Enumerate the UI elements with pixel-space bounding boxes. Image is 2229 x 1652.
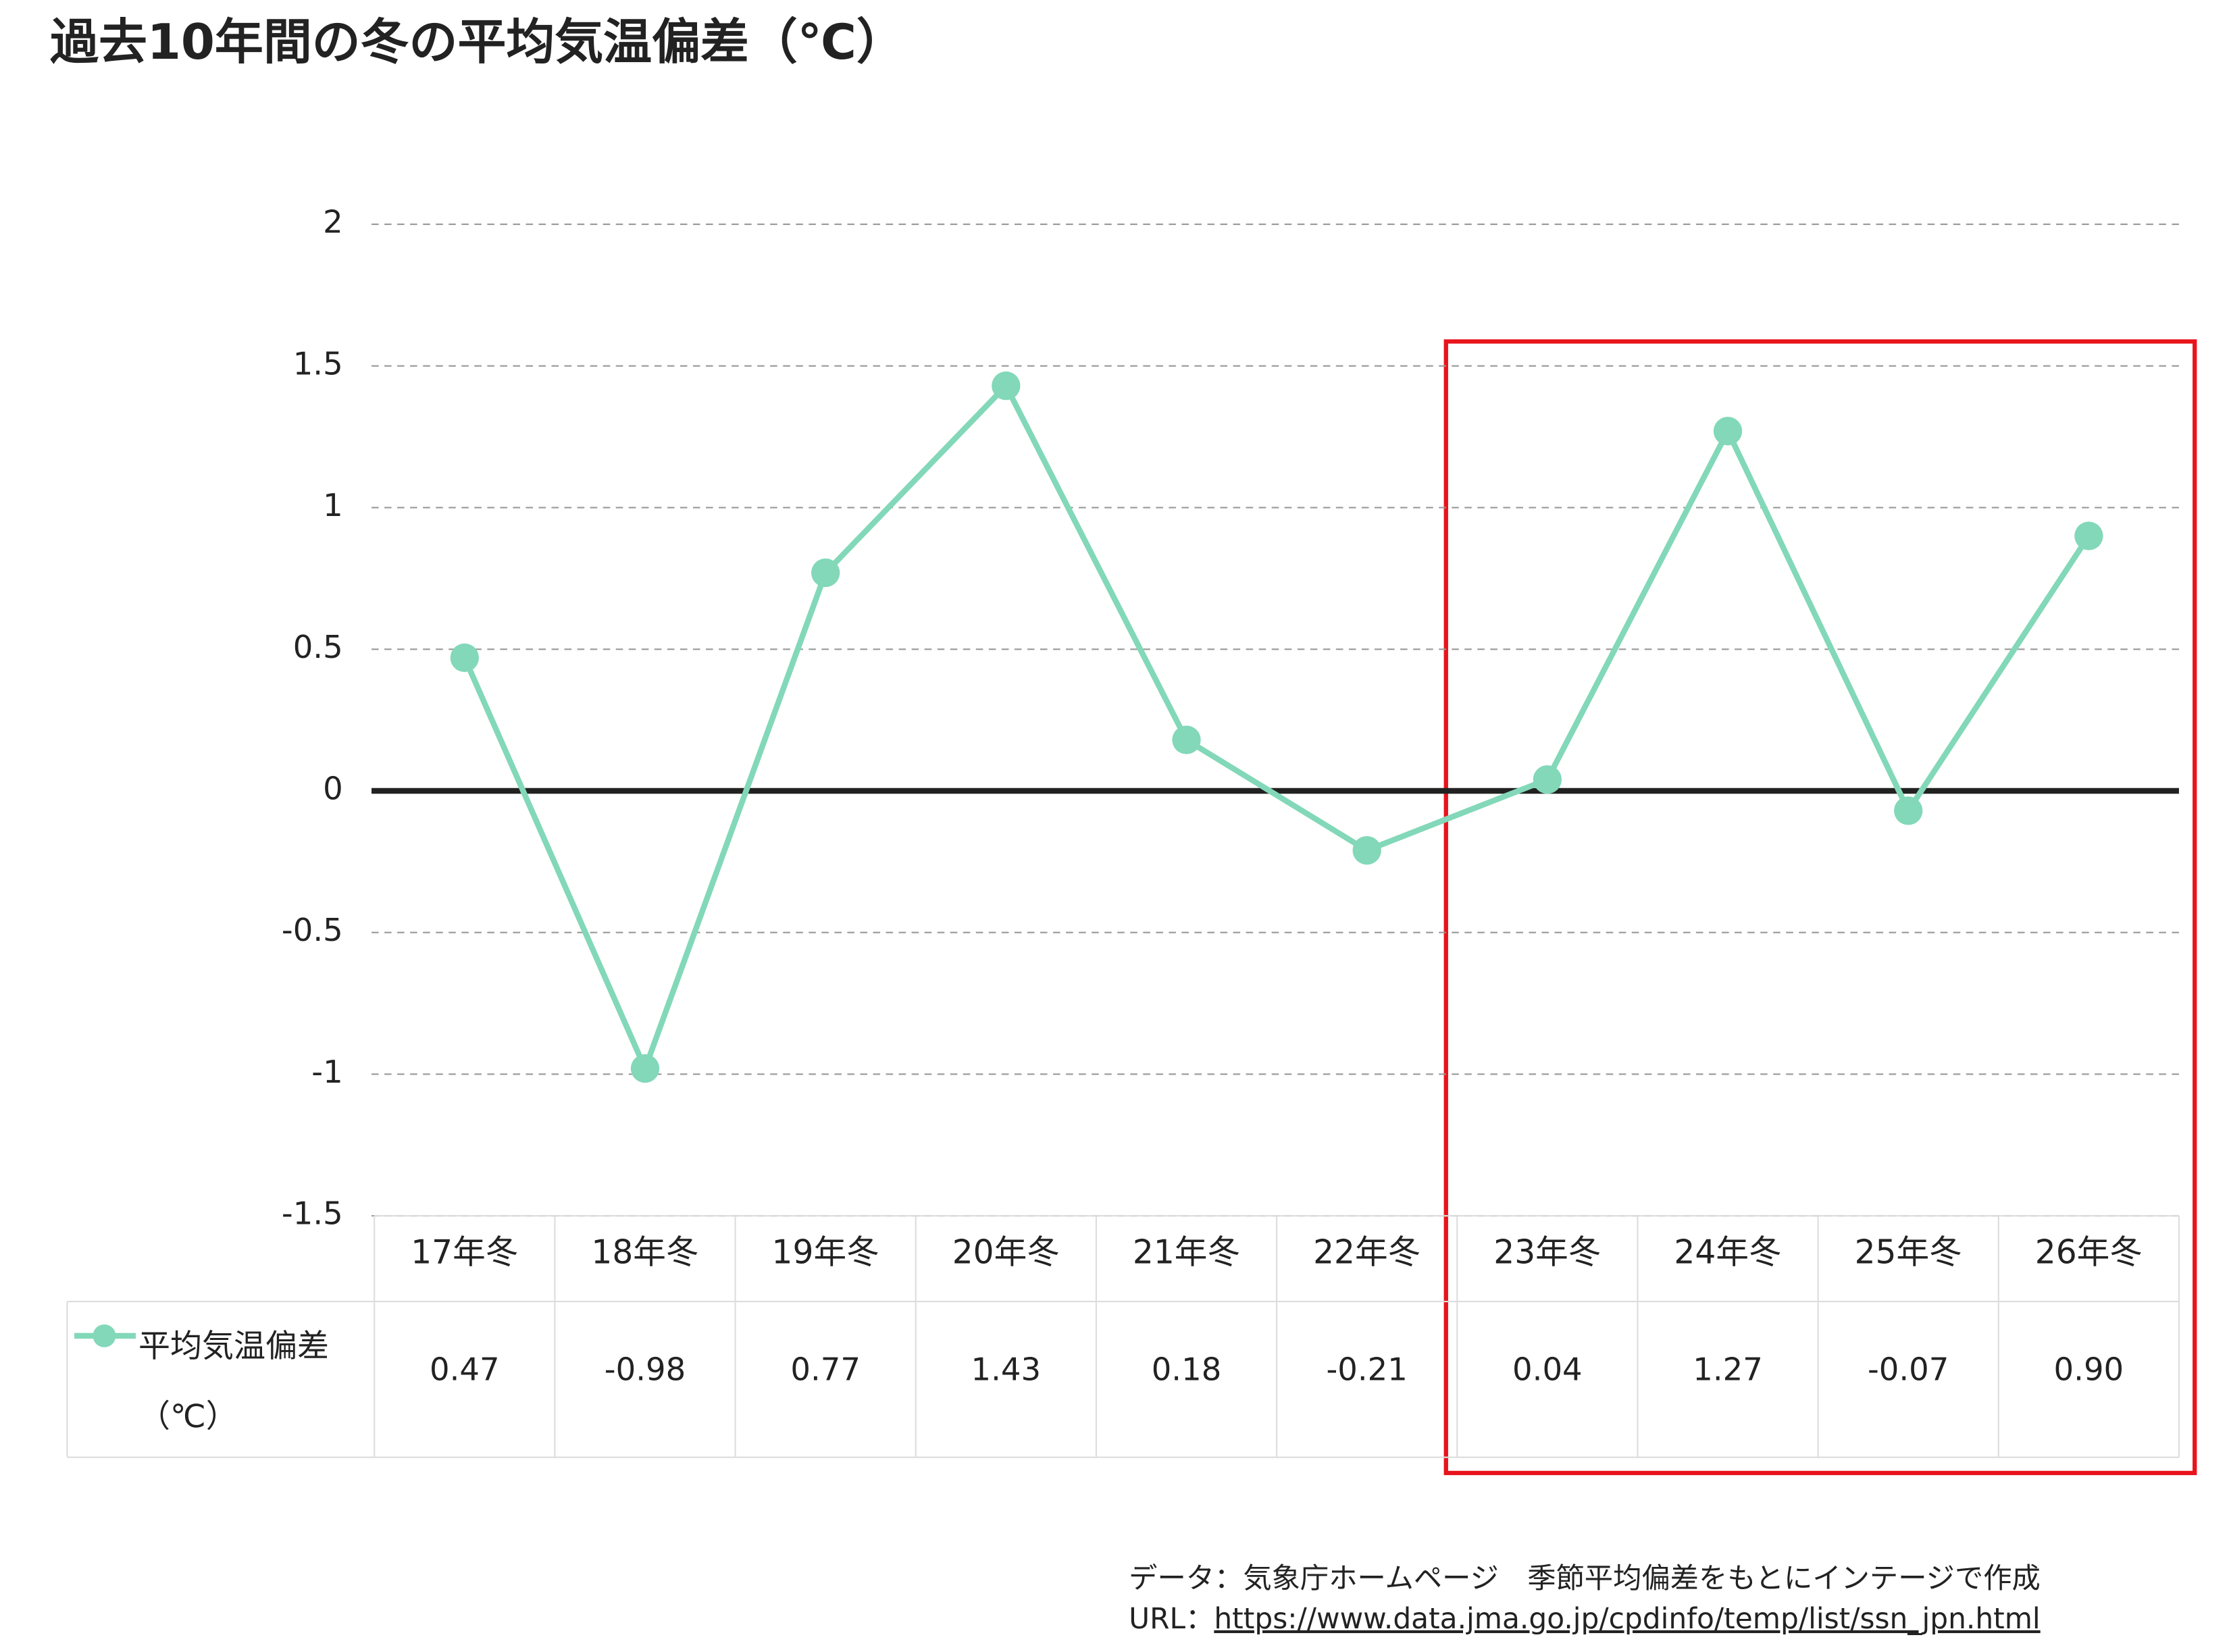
table-value: 1.43 <box>971 1351 1042 1387</box>
x-tick-label: 18年冬 <box>591 1233 698 1271</box>
y-tick-label: 1 <box>323 487 343 523</box>
y-tick-label: 1.5 <box>293 345 343 382</box>
data-point <box>1894 796 1923 825</box>
data-point <box>811 558 840 588</box>
table-value: 0.04 <box>1512 1351 1583 1387</box>
y-tick-label: 0.5 <box>293 629 343 665</box>
data-point <box>630 1054 660 1083</box>
table-value: -0.21 <box>1327 1351 1408 1387</box>
highlight-box <box>1443 339 2197 1476</box>
x-tick-label: 25年冬 <box>1855 1233 1962 1271</box>
x-tick-label: 24年冬 <box>1674 1233 1781 1271</box>
table-value: 0.90 <box>2054 1351 2124 1387</box>
y-tick-label: 2 <box>323 204 343 240</box>
source-url[interactable]: https://www.data.jma.go.jp/cpdinfo/temp/… <box>1214 1601 2040 1634</box>
x-tick-label: 17年冬 <box>411 1233 518 1271</box>
data-point <box>1533 765 1562 794</box>
data-point <box>1713 417 1743 446</box>
y-tick-label: 0 <box>323 771 343 807</box>
data-point <box>2074 521 2103 550</box>
data-point <box>992 371 1021 401</box>
table-value: 0.77 <box>790 1351 861 1387</box>
table-value: -0.98 <box>605 1351 686 1387</box>
table-value: 0.18 <box>1152 1351 1222 1387</box>
x-tick-label: 23年冬 <box>1493 1233 1601 1271</box>
data-point <box>1172 725 1201 754</box>
legend-label: 平均気温偏差（℃） <box>138 1328 329 1435</box>
chart-title: 過去10年間の冬の平均気温偏差（℃） <box>50 14 905 70</box>
x-tick-label: 22年冬 <box>1313 1233 1420 1271</box>
table-value: 0.47 <box>430 1351 500 1387</box>
table-value: 1.27 <box>1693 1351 1763 1387</box>
url-prefix: URL： <box>1129 1601 1214 1634</box>
y-tick-label: -1 <box>311 1054 342 1090</box>
source-note: データ：気象庁ホームページ 季節平均偏差をもとにインテージで作成 <box>1129 1561 2041 1595</box>
x-tick-label: 20年冬 <box>952 1233 1060 1271</box>
table-value: -0.07 <box>1868 1351 1949 1387</box>
source-url-line: URL：https://www.data.jma.go.jp/cpdinfo/t… <box>1129 1601 2041 1634</box>
y-tick-label: -1.5 <box>282 1195 343 1232</box>
data-point <box>1352 835 1381 865</box>
x-tick-label: 26年冬 <box>2035 1233 2143 1271</box>
legend-marker <box>93 1324 116 1347</box>
x-tick-label: 19年冬 <box>772 1233 879 1271</box>
y-tick-label: -0.5 <box>282 912 343 948</box>
data-line <box>461 382 2091 1072</box>
data-point <box>450 643 479 673</box>
x-tick-label: 21年冬 <box>1133 1233 1240 1271</box>
